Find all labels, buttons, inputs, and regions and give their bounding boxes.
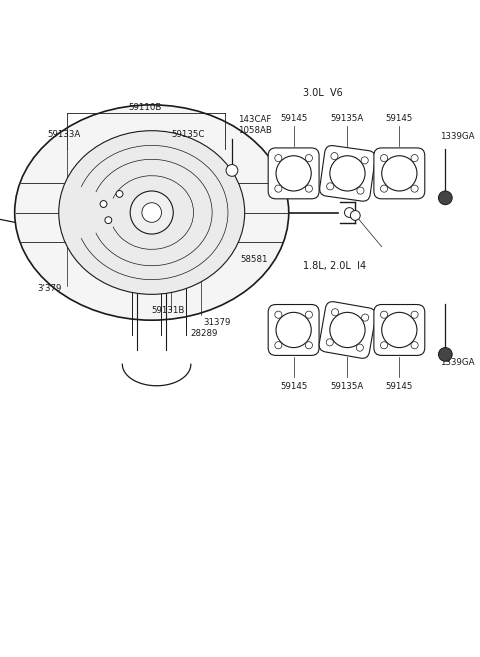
Circle shape — [305, 154, 312, 162]
Text: 1339GA: 1339GA — [441, 358, 475, 367]
Text: 143CAF: 143CAF — [238, 115, 271, 124]
Text: 1.8L, 2.0L  I4: 1.8L, 2.0L I4 — [303, 261, 367, 271]
FancyBboxPatch shape — [268, 148, 319, 199]
Ellipse shape — [59, 131, 245, 294]
Circle shape — [381, 154, 388, 162]
Circle shape — [332, 309, 338, 316]
Circle shape — [331, 152, 338, 160]
Circle shape — [382, 312, 417, 348]
Circle shape — [411, 154, 418, 162]
Circle shape — [411, 185, 418, 193]
Circle shape — [357, 187, 364, 194]
Circle shape — [305, 342, 312, 349]
Text: 31379: 31379 — [204, 317, 231, 327]
Text: 1339GA: 1339GA — [441, 131, 475, 141]
Ellipse shape — [15, 105, 289, 320]
Circle shape — [439, 191, 452, 205]
Circle shape — [361, 157, 368, 164]
Text: 28289: 28289 — [191, 329, 218, 338]
Text: 3.0L  V6: 3.0L V6 — [303, 88, 343, 98]
Circle shape — [361, 314, 369, 321]
Text: 59145: 59145 — [280, 382, 307, 391]
Circle shape — [439, 348, 452, 361]
Circle shape — [356, 344, 363, 351]
Circle shape — [326, 339, 333, 346]
Circle shape — [381, 311, 388, 318]
FancyBboxPatch shape — [268, 305, 319, 355]
Circle shape — [130, 191, 173, 234]
Circle shape — [381, 342, 388, 349]
Circle shape — [350, 210, 360, 220]
Text: 1058AB: 1058AB — [238, 125, 272, 135]
Text: 59131B: 59131B — [152, 306, 185, 315]
Text: 59110B: 59110B — [128, 103, 162, 112]
Text: 3'379: 3'379 — [37, 284, 61, 294]
Circle shape — [381, 185, 388, 193]
Circle shape — [100, 200, 107, 208]
Circle shape — [275, 311, 282, 318]
Text: 59145: 59145 — [385, 114, 413, 123]
Circle shape — [142, 203, 161, 222]
Circle shape — [276, 156, 311, 191]
Circle shape — [330, 156, 365, 191]
Text: 59135C: 59135C — [171, 129, 204, 139]
Circle shape — [345, 208, 354, 217]
Text: 59145: 59145 — [280, 114, 307, 123]
Text: 59135A: 59135A — [331, 382, 364, 391]
FancyBboxPatch shape — [320, 146, 375, 201]
Circle shape — [105, 217, 112, 223]
Circle shape — [330, 312, 365, 348]
Circle shape — [275, 342, 282, 349]
Circle shape — [275, 185, 282, 193]
Text: 58581: 58581 — [241, 255, 268, 264]
FancyBboxPatch shape — [374, 148, 425, 199]
FancyBboxPatch shape — [319, 302, 376, 358]
Circle shape — [305, 311, 312, 318]
Text: 59133A: 59133A — [47, 129, 80, 139]
Circle shape — [275, 154, 282, 162]
Circle shape — [411, 311, 418, 318]
Circle shape — [305, 185, 312, 193]
Circle shape — [327, 183, 334, 190]
Circle shape — [116, 191, 123, 197]
Text: 59135A: 59135A — [331, 114, 364, 123]
Circle shape — [276, 312, 311, 348]
FancyBboxPatch shape — [374, 305, 425, 355]
Text: 59145: 59145 — [385, 382, 413, 391]
Circle shape — [226, 164, 238, 176]
Circle shape — [411, 342, 418, 349]
Circle shape — [382, 156, 417, 191]
